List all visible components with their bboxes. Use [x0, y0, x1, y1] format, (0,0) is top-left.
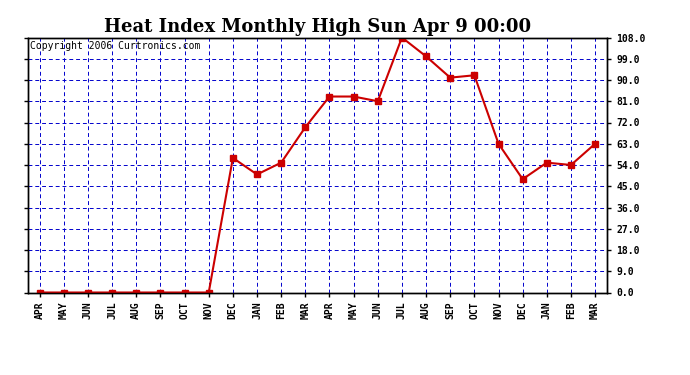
Title: Heat Index Monthly High Sun Apr 9 00:00: Heat Index Monthly High Sun Apr 9 00:00 — [104, 18, 531, 36]
Text: Copyright 2006 Curtronics.com: Copyright 2006 Curtronics.com — [30, 41, 201, 51]
